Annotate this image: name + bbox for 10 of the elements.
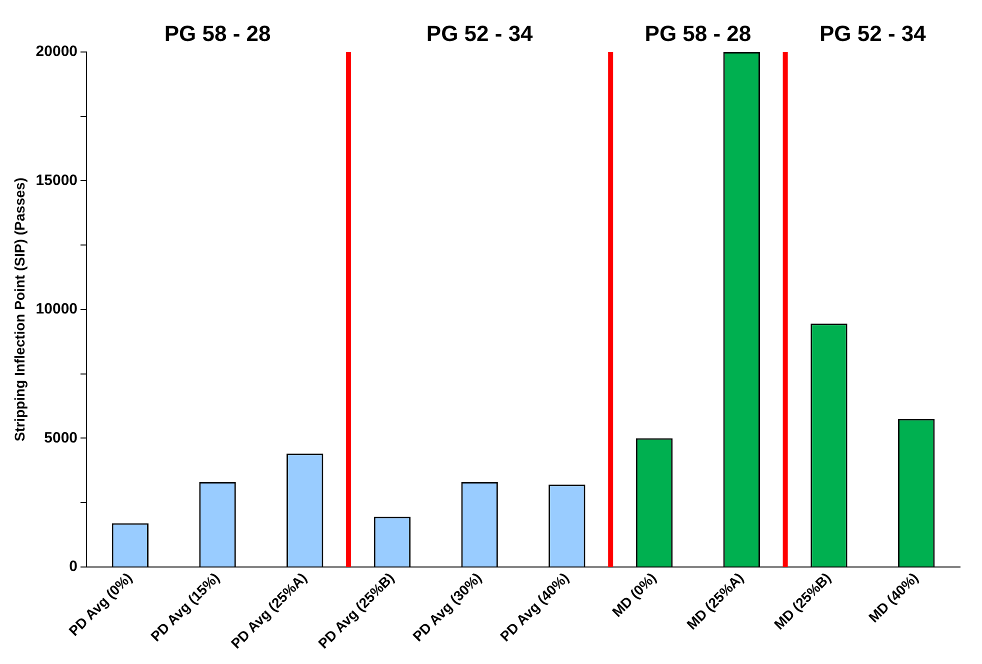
- text: PG 52 - 34: [426, 21, 534, 46]
- y-tick-label: 20000: [36, 43, 78, 60]
- y-axis-title: Stripping Inflection Point (SIP) (Passes): [11, 178, 28, 442]
- y-tick-label: 0: [69, 558, 78, 576]
- text: PG 52 - 34: [819, 21, 927, 46]
- text: PG 58 - 28: [644, 21, 752, 46]
- text: PG 58 - 28: [164, 21, 271, 46]
- y-tick-label: 15000: [36, 172, 78, 189]
- y-tick-label: 10000: [36, 300, 78, 318]
- y-tick-label: 5000: [44, 429, 78, 446]
